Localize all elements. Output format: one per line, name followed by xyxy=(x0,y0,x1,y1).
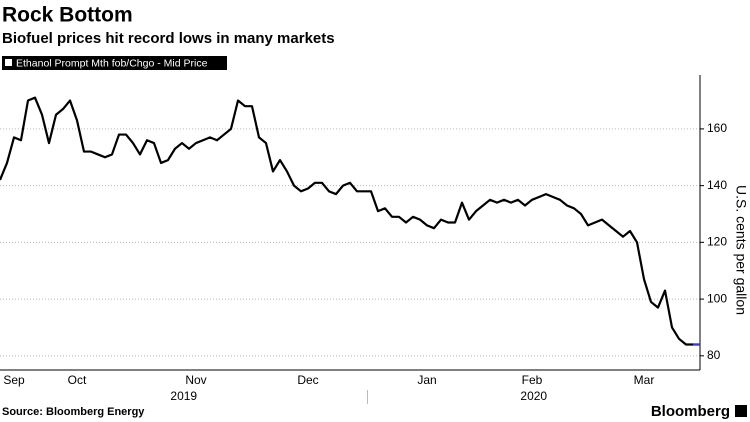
y-axis-label: U.S. cents per gallon xyxy=(733,185,749,315)
x-tick-label: Oct xyxy=(68,373,87,387)
brand-icon xyxy=(735,405,747,417)
x-tick-label: Mar xyxy=(634,373,655,387)
legend-swatch xyxy=(5,59,12,66)
y-tick-label: 160 xyxy=(707,121,727,135)
x-tick-label: Sep xyxy=(3,373,25,387)
x-tick-label: Nov xyxy=(185,373,206,387)
x-tick-label: Feb xyxy=(522,373,543,387)
y-tick-label: 80 xyxy=(707,348,721,362)
brand: Bloomberg xyxy=(651,403,730,420)
chart-title: Rock Bottom xyxy=(2,4,133,27)
chart-subtitle: Biofuel prices hit record lows in many m… xyxy=(2,30,335,47)
y-tick-label: 140 xyxy=(707,178,727,192)
source: Source: Bloomberg Energy xyxy=(2,406,145,418)
legend-label: Ethanol Prompt Mth fob/Chgo - Mid Price xyxy=(16,57,208,69)
legend-box xyxy=(2,56,227,70)
y-tick-label: 120 xyxy=(707,235,727,249)
x-tick-label: Jan xyxy=(417,373,436,387)
year-label: 2019 xyxy=(170,389,197,403)
year-label: 2020 xyxy=(520,389,547,403)
x-tick-label: Dec xyxy=(297,373,318,387)
line xyxy=(0,96,700,346)
y-tick-label: 100 xyxy=(707,291,727,305)
